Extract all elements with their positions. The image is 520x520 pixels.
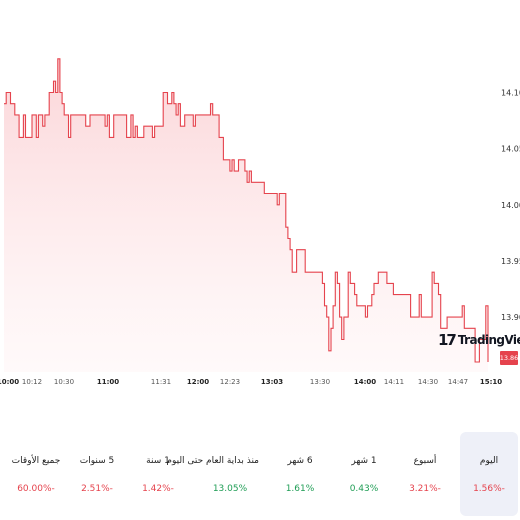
tradingview-logo-icon: 17 xyxy=(438,331,457,349)
period-label: اليوم xyxy=(479,456,499,466)
period-tab[interactable]: 5 سنوات 2.51%- xyxy=(68,432,126,516)
tradingview-wordmark: TradingView xyxy=(457,333,520,347)
x-axis-tick-label: 15:10 xyxy=(480,378,502,386)
x-axis-tick-label: 13:03 xyxy=(261,378,283,386)
period-tab[interactable]: جميع الأوقات 60.00%- xyxy=(7,432,65,516)
period-change-value: 60.00%- xyxy=(17,484,55,494)
period-performance-bar: اليوم 1.56%- أسبوع 3.21%- 1 شهر 0.43% 6 شهر 1.6… xyxy=(0,432,520,516)
x-axis-tick-label: 11:31 xyxy=(151,378,171,386)
x-axis-tick-label: 10:00 xyxy=(0,378,19,386)
period-tab[interactable]: 6 شهر 1.61% xyxy=(271,432,329,516)
period-tab[interactable]: اليوم 1.56%- xyxy=(460,432,518,516)
y-axis-tick-label: 14.10 xyxy=(501,88,520,97)
x-axis-tick-label: 14:47 xyxy=(448,378,468,386)
tradingview-watermark: 17 TradingView xyxy=(438,331,520,349)
period-change-value: 1.61% xyxy=(285,484,315,494)
period-change-value: 1.42%- xyxy=(142,484,174,494)
y-axis-tick-label: 13.90 xyxy=(501,313,520,322)
period-change-value: 0.43% xyxy=(349,484,379,494)
period-label: منذ بداية العام حتى اليوم xyxy=(166,456,259,466)
period-label: 5 سنوات xyxy=(79,456,115,466)
period-label: جميع الأوقات xyxy=(11,456,61,466)
period-change-value: 13.05% xyxy=(212,484,248,494)
price-area-fill xyxy=(4,58,488,373)
x-axis-tick-label: 10:30 xyxy=(54,378,74,386)
x-axis-tick-label: 10:12 xyxy=(22,378,42,386)
period-change-value: 3.21%- xyxy=(409,484,441,494)
price-series-line xyxy=(4,58,489,363)
x-axis-tick-label: 12:00 xyxy=(187,378,209,386)
x-axis-tick-label: 11:00 xyxy=(97,378,119,386)
period-label: 1 سنة xyxy=(146,456,170,466)
period-tab[interactable]: 1 سنة 1.42%- xyxy=(129,432,187,516)
x-axis-tick-label: 14:30 xyxy=(418,378,438,386)
y-axis-tick-label: 14.05 xyxy=(501,145,520,154)
period-change-value: 2.51%- xyxy=(81,484,113,494)
x-axis-tick-label: 14:11 xyxy=(384,378,404,386)
period-tab[interactable]: أسبوع 3.21%- xyxy=(396,432,454,516)
x-axis-tick-label: 14:00 xyxy=(354,378,376,386)
y-axis-tick-label: 13.95 xyxy=(501,257,520,266)
x-axis-tick-label: 13:30 xyxy=(310,378,330,386)
period-label: 1 شهر xyxy=(351,456,377,466)
period-label: 6 شهر xyxy=(287,456,313,466)
period-tab[interactable]: منذ بداية العام حتى اليوم 13.05% xyxy=(166,432,259,516)
y-axis-tick-label: 14.00 xyxy=(501,201,520,210)
period-change-value: 1.56%- xyxy=(473,484,505,494)
period-tab[interactable]: 1 شهر 0.43% xyxy=(335,432,393,516)
period-label: أسبوع xyxy=(413,456,437,466)
last-price-badge: 13.86 xyxy=(500,351,518,365)
x-axis-tick-label: 12:23 xyxy=(220,378,240,386)
